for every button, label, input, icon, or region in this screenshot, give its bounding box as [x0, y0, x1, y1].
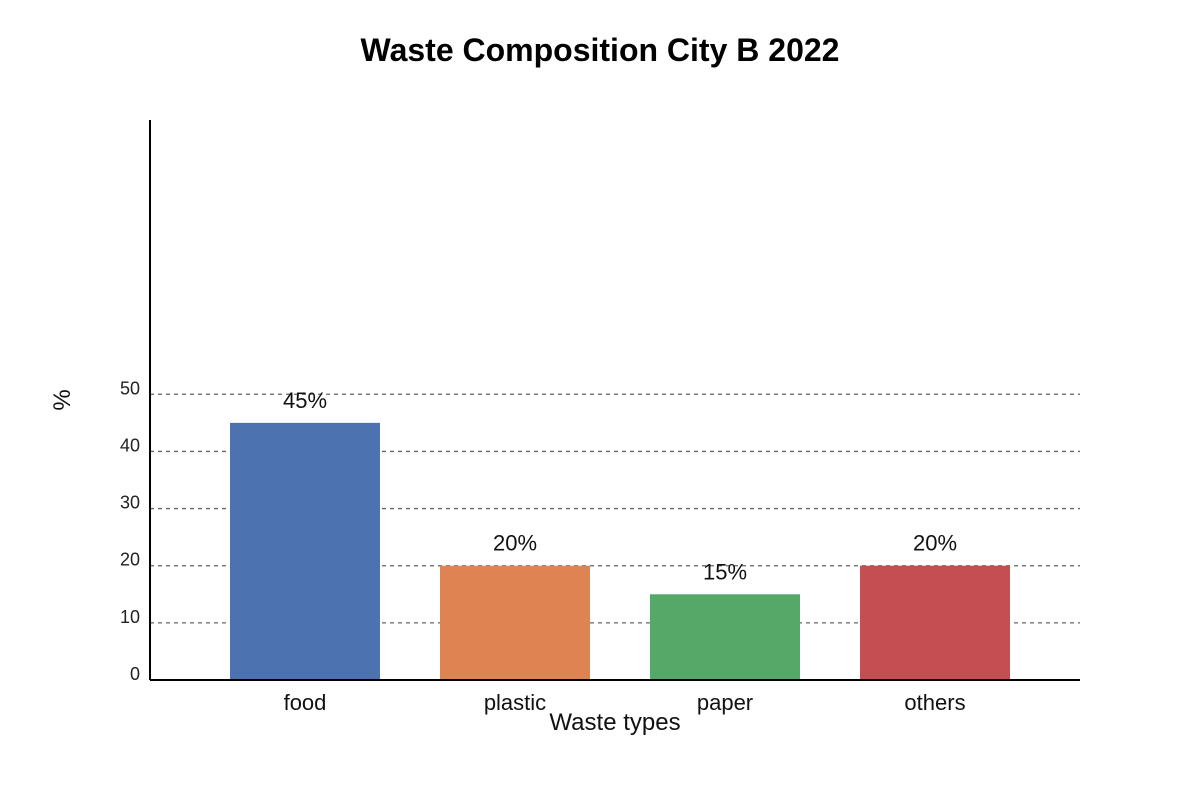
- x-tick-label-plastic: plastic: [484, 690, 546, 715]
- y-tick-label: 20: [120, 550, 140, 570]
- x-axis-label: Waste types: [549, 709, 680, 736]
- bar-food: [230, 422, 380, 680]
- axes: [149, 120, 1080, 681]
- y-tick-labels: 0 10 20 30 40 50: [120, 378, 140, 684]
- bar-plastic: [440, 565, 590, 680]
- data-label-plastic: 20%: [493, 531, 537, 556]
- x-tick-label-others: others: [904, 690, 965, 715]
- bar-paper: [650, 594, 800, 680]
- data-label-food: 45%: [283, 388, 327, 413]
- data-labels: 45% 20% 15% 20%: [283, 388, 957, 584]
- y-tick-label: 10: [120, 607, 140, 627]
- x-tick-label-food: food: [284, 690, 327, 715]
- x-tick-label-paper: paper: [697, 690, 753, 715]
- x-tick-labels: food plastic paper others: [284, 690, 966, 715]
- data-label-others: 20%: [913, 531, 957, 556]
- data-label-paper: 15%: [703, 559, 747, 584]
- bars: [230, 422, 1010, 680]
- bar-others: [860, 565, 1010, 680]
- y-tick-label: 40: [120, 435, 140, 455]
- y-axis-label: %: [49, 389, 76, 410]
- y-tick-label: 30: [120, 493, 140, 513]
- y-tick-label: 0: [130, 664, 140, 684]
- y-tick-label: 50: [120, 378, 140, 398]
- chart-title: Waste Composition City B 2022: [361, 32, 840, 68]
